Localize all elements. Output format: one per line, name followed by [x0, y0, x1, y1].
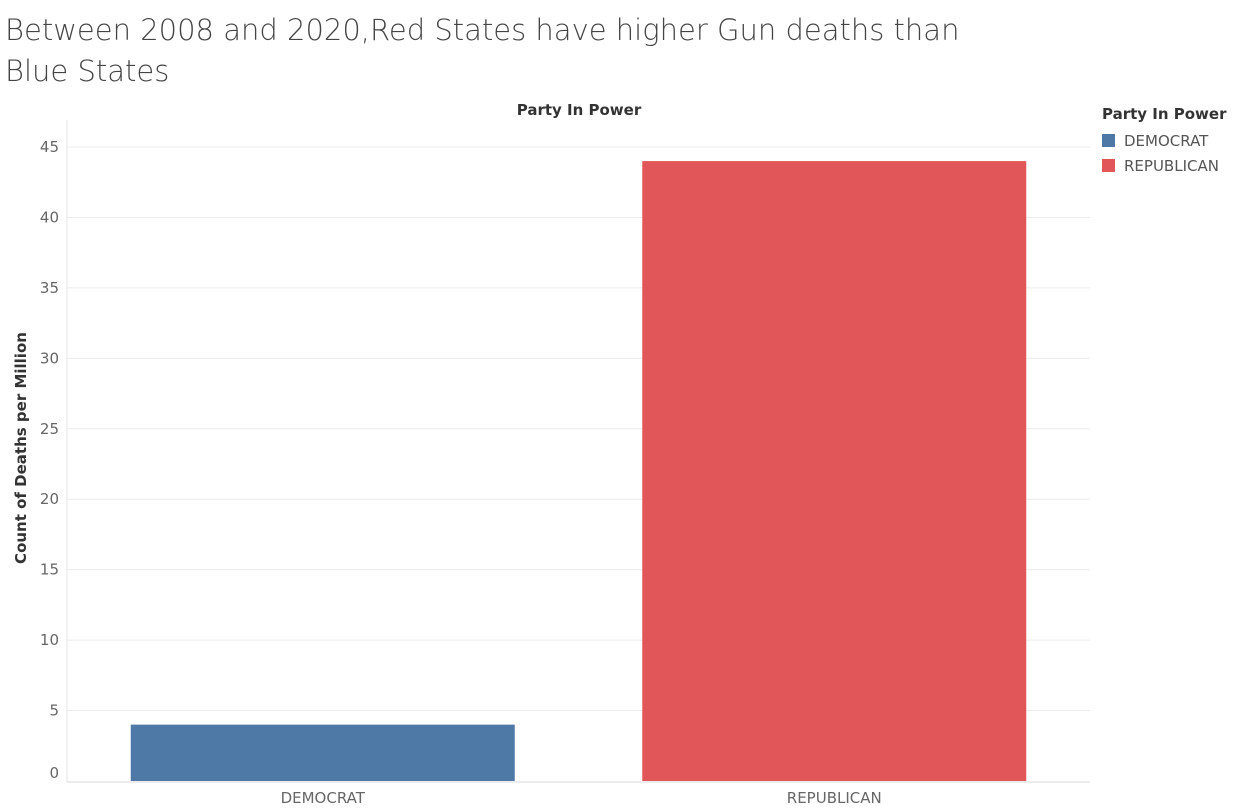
legend-title: Party In Power: [1102, 105, 1227, 123]
y-tick-labels: 0 5 10 15 20 25 30 35 40 45: [40, 138, 59, 782]
legend-item-democrat[interactable]: DEMOCRAT: [1102, 128, 1227, 153]
x-category-label-republican: REPUBLICAN: [787, 789, 882, 807]
y-tick-label: 40: [40, 208, 59, 226]
bar-chart: 0 5 10 15 20 25 30 35 40 45 DEMOCRAT REPUBLICAN Pa…: [12, 101, 1090, 807]
chart-title: Between 2008 and 2020,Red States have hi…: [5, 13, 960, 88]
y-tick-label: 15: [40, 561, 59, 579]
legend-swatch: [1102, 159, 1115, 172]
y-tick-label: 10: [40, 631, 59, 649]
y-tick-label: 30: [40, 349, 59, 367]
y-tick-label: 35: [40, 279, 59, 297]
legend-swatch: [1102, 134, 1115, 147]
legend: Party In Power DEMOCRAT REPUBLICAN: [1102, 105, 1227, 178]
legend-items: DEMOCRAT REPUBLICAN: [1102, 128, 1227, 178]
y-axis-title: Count of Deaths per Million: [12, 332, 30, 564]
x-category-label-democrat: DEMOCRAT: [281, 789, 366, 807]
legend-item-republican[interactable]: REPUBLICAN: [1102, 153, 1227, 178]
y-tick-label: 20: [40, 490, 59, 508]
x-category-labels: DEMOCRAT REPUBLICAN: [281, 789, 882, 807]
y-tick-label: 5: [49, 702, 59, 720]
column-header: Party In Power: [517, 101, 642, 119]
bars: [130, 161, 1027, 782]
y-tick-label: 45: [40, 138, 59, 156]
legend-label: DEMOCRAT: [1124, 131, 1209, 150]
bar-democrat[interactable]: [130, 724, 515, 781]
y-tick-label: 25: [40, 420, 59, 438]
bar-republican[interactable]: [642, 161, 1027, 782]
legend-label: REPUBLICAN: [1124, 156, 1219, 175]
y-tick-label: 0: [49, 764, 59, 782]
